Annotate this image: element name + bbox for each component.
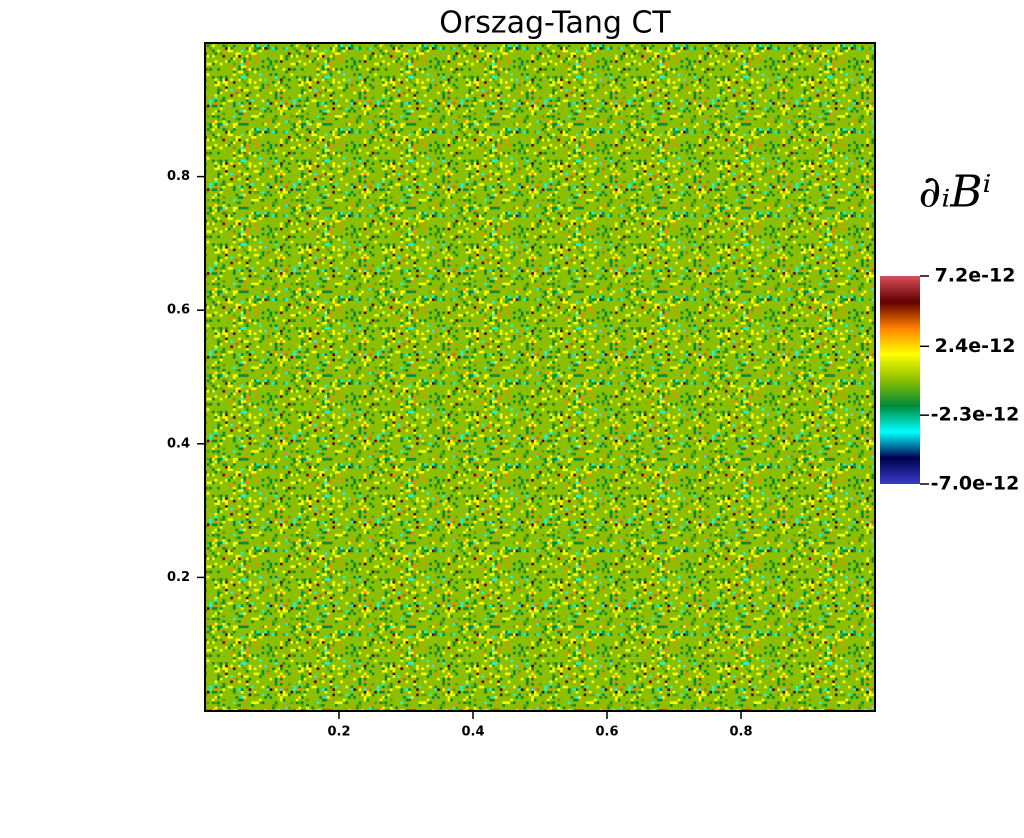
x-tick-label: 0.2	[327, 725, 350, 740]
colorbar-tick-label: -2.3e-12	[931, 404, 1020, 426]
field	[205, 43, 875, 711]
x-tick-label: 0.6	[595, 725, 618, 740]
y-tick-label: 0.8	[167, 169, 190, 184]
y-tick-label: 0.6	[167, 303, 190, 318]
plot-frame	[204, 42, 876, 712]
y-tick-label: 0.4	[167, 436, 190, 451]
x-tick-label: 0.4	[461, 725, 484, 740]
colorbar-tick-label: 2.4e-12	[935, 335, 1016, 357]
colorbar-tick-label: -7.0e-12	[931, 473, 1020, 495]
colorbar-title: ∂ᵢBⁱ	[919, 167, 992, 218]
colorbar	[880, 276, 920, 484]
colorbar-tick-label: 7.2e-12	[935, 265, 1016, 287]
x-tick-label: 0.8	[729, 725, 752, 740]
y-tick-label: 0.2	[167, 570, 190, 585]
chart-title: Orszag-Tang CT	[439, 6, 671, 41]
